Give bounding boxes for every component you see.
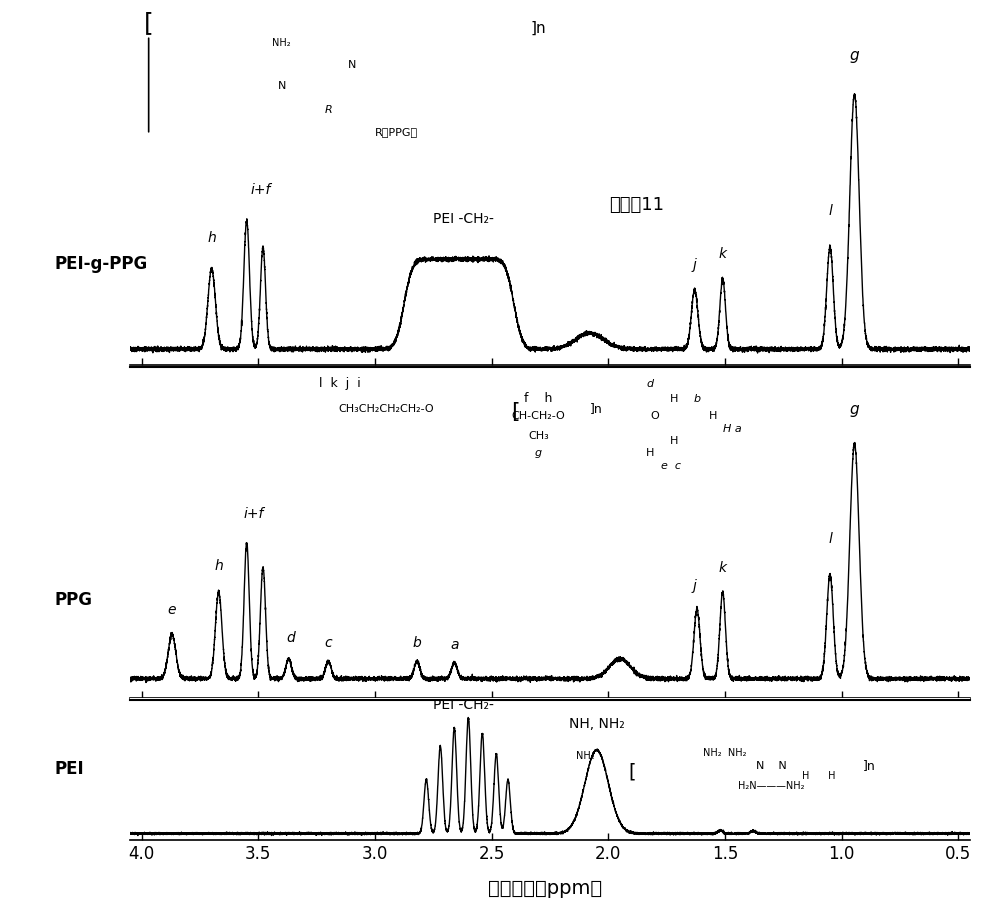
Text: CH-CH₂-O: CH-CH₂-O [511,411,565,421]
Text: 化学位移（ppm）: 化学位移（ppm） [488,879,602,898]
Text: g: g [850,47,859,63]
Text: PEI-g-PPG: PEI-g-PPG [54,255,148,273]
Text: i+f: i+f [243,507,264,521]
Text: j: j [693,579,697,593]
Text: H: H [669,436,678,446]
Text: g: g [535,448,542,458]
Text: CH₃CH₂CH₂CH₂-O: CH₃CH₂CH₂CH₂-O [339,404,434,414]
Text: NH, NH₂: NH, NH₂ [569,717,625,731]
Text: [: [ [628,762,635,782]
Text: d: d [287,631,295,645]
Text: 实施例11: 实施例11 [609,195,664,214]
Text: N    N: N N [756,761,787,771]
Text: ]n: ]n [590,402,603,415]
Text: PEI -CH₂-: PEI -CH₂- [433,698,494,712]
Text: H      H: H H [802,771,835,782]
Text: H: H [646,448,655,458]
Text: a: a [450,638,459,652]
Text: l  k  j  i: l k j i [319,377,361,390]
Text: [: [ [511,402,519,422]
Text: c: c [325,635,332,649]
Text: N: N [347,59,356,69]
Text: CH₃: CH₃ [528,431,549,441]
Text: g: g [850,403,859,417]
Text: H a: H a [723,424,741,434]
Text: PEI: PEI [54,761,84,778]
Text: h: h [207,231,216,245]
Text: N: N [277,81,286,91]
Text: O: O [651,411,659,421]
Text: H₂N———NH₂: H₂N———NH₂ [738,781,805,791]
Text: h: h [214,559,223,573]
Text: k: k [719,561,727,575]
Text: e  c: e c [661,461,681,470]
Text: R为PPG链: R为PPG链 [375,127,418,137]
Text: d: d [647,379,654,389]
Text: j: j [693,257,697,272]
Text: i+f: i+f [250,183,271,196]
Text: l: l [828,205,832,218]
Text: PPG: PPG [54,591,92,609]
Text: NH₂  NH₂: NH₂ NH₂ [703,749,747,759]
Text: b: b [693,394,701,404]
Text: ]n: ]n [531,20,546,36]
Text: H: H [709,411,718,421]
Text: PEI -CH₂-: PEI -CH₂- [433,212,494,226]
Text: R: R [324,105,332,115]
Text: k: k [719,247,727,261]
Text: NH₂: NH₂ [272,38,291,48]
Text: b: b [413,635,421,649]
Text: l: l [828,531,832,546]
Text: ]n: ]n [863,760,876,772]
Text: f    h: f h [524,392,553,404]
Text: [: [ [144,12,154,36]
Text: e: e [168,603,176,617]
Text: H: H [669,394,678,404]
Text: NH₂: NH₂ [576,750,594,761]
